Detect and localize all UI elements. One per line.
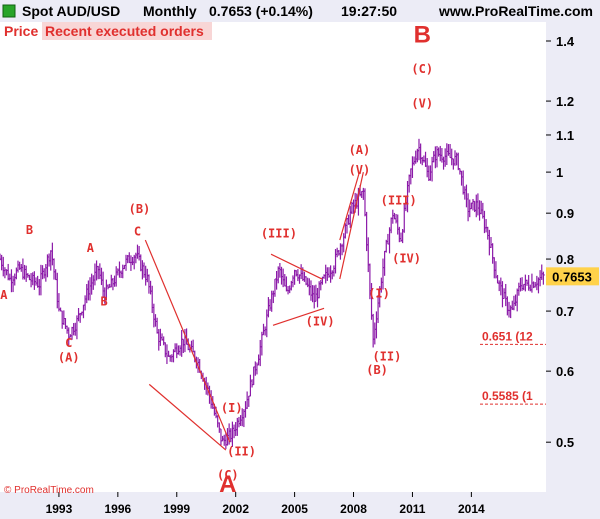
wave-label: (C) [217,468,239,482]
wave-label: (I) [221,401,243,415]
fib-level-label: 0.5585 (1 [482,389,533,403]
x-tick-label: 2005 [281,502,308,516]
major-wave-label: B [414,21,431,48]
y-tick-label: 0.8 [556,252,574,267]
wave-label: (V) [349,163,371,177]
x-tick-label: 1993 [46,502,73,516]
y-tick-label: 0.9 [556,206,574,221]
header-site: www.ProRealTime.com [438,3,593,19]
tab-price[interactable]: Price [4,23,38,39]
trend-line [339,171,364,280]
status-dot [2,4,16,18]
tab-recent-orders[interactable]: Recent executed orders [45,23,204,39]
header-bar [0,0,600,22]
wave-label: (III) [381,194,417,208]
x-axis-panel [0,492,546,519]
y-tick-label: 1.4 [556,34,575,49]
header-symbol: Spot AUD/USD [22,3,120,19]
wave-label: (I) [368,286,390,300]
x-tick-label: 2014 [458,502,485,516]
y-tick-label: 1.1 [556,128,574,143]
wave-label: (A) [349,143,371,157]
wave-label: (C) [411,62,433,76]
header-price: 0.7653 (+0.14%) [209,3,313,19]
price-bars [0,138,545,449]
y-tick-label: 0.6 [556,364,574,379]
major-wave-label: A [219,471,236,498]
x-axis-ticks: 1993 1996 1999 2002 2005 2008 2011 2014 [46,492,485,516]
wave-label: B [100,295,107,309]
wave-label: (IV) [392,251,421,265]
trend-line [148,383,227,451]
y-axis-panel [546,22,600,498]
trend-line [272,307,325,326]
wave-label: (II) [227,445,256,459]
fib-level-label: 0.651 (12 [482,329,533,343]
trend-lines [144,171,364,451]
y-tick-label: 1.2 [556,94,574,109]
wave-label: A [0,288,8,302]
axis-corner [546,492,600,519]
wave-label: B [26,223,33,237]
fibonacci-levels: 0.651 (12 0.5585 (1 [480,329,546,405]
wave-label: (V) [411,97,433,111]
trend-line [270,253,323,280]
copyright: © ProRealTime.com [4,485,94,496]
wave-label: C [65,336,72,350]
y-tick-label: 0.5 [556,435,574,450]
tab-orders-bg[interactable] [42,22,212,40]
wave-label: A [87,241,95,255]
header-period: Monthly [143,3,197,19]
tab-price-bg[interactable] [0,22,42,40]
x-tick-label: 2008 [340,502,367,516]
y-tick-label: 1 [556,165,563,180]
y-tick-label: 0.7 [556,304,574,319]
header-time: 19:27:50 [341,3,397,19]
x-tick-label: 2011 [399,502,425,516]
wave-labels: ABC(A)AB(B)C (III)(IV)(I)(II)(C)A(A)(V)(I… [0,21,433,498]
last-price-value: 0.7653 [552,269,592,284]
wave-label: (II) [372,349,401,363]
x-tick-label: 1996 [104,502,131,516]
wave-label: (B) [366,363,388,377]
trend-line [339,171,360,241]
trend-line [144,239,231,443]
wave-label: C [134,224,141,238]
x-tick-label: 1999 [163,502,190,516]
wave-label: (A) [58,351,80,365]
y-axis-ticks: 0.5 0.6 0.7 0.8 0.9 1 1.1 1.2 1.4 [546,34,575,450]
wave-label: (IV) [306,314,335,328]
wave-label: (III) [261,227,297,241]
x-tick-label: 2002 [222,502,249,516]
wave-label: (B) [129,202,151,216]
last-price-badge: 0.7653 [546,267,599,286]
